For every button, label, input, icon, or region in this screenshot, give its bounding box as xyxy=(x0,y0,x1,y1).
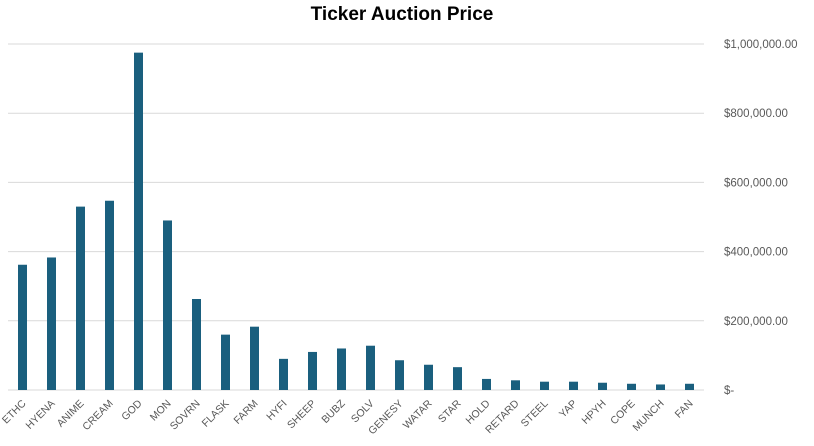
x-tick-label: CREAM xyxy=(80,398,115,433)
bar-retard xyxy=(511,380,520,390)
bar-mon xyxy=(163,220,172,390)
bar-hyfi xyxy=(279,358,288,390)
x-tick-label: BUBZ xyxy=(319,397,348,426)
chart-title: Ticker Auction Price xyxy=(310,4,494,25)
gridlines xyxy=(8,43,704,391)
y-tick-label: $1,000,000.00 xyxy=(724,39,798,51)
bar-flask xyxy=(221,334,230,390)
y-tick-label: $200,000.00 xyxy=(724,316,788,328)
y-tick-label: $- xyxy=(724,385,734,397)
bar-fan xyxy=(685,383,694,390)
bar-anime xyxy=(76,206,85,390)
bar-star xyxy=(453,367,462,390)
bar-hpyh xyxy=(598,382,607,390)
x-tick-label: MUNCH xyxy=(631,398,667,434)
x-tick-label: HYFI xyxy=(264,398,289,423)
bar-genesy xyxy=(395,360,404,390)
x-tick-label: SOVRN xyxy=(168,398,203,433)
bar-cope xyxy=(627,383,636,390)
x-tick-label: HYENA xyxy=(24,398,58,432)
bar-god xyxy=(134,52,143,391)
y-tick-label: $800,000.00 xyxy=(724,108,788,120)
x-tick-label: FARM xyxy=(232,398,261,427)
bar-yap xyxy=(569,381,578,390)
x-tick-label: SHEEP xyxy=(285,398,319,432)
bar-munch xyxy=(656,384,665,390)
x-tick-label: MON xyxy=(148,398,174,424)
bar-sovrn xyxy=(192,299,201,390)
bar-hyena xyxy=(47,257,56,390)
bar-ethc xyxy=(18,264,27,390)
x-tick-label: STAR xyxy=(436,397,464,425)
bars xyxy=(18,52,694,391)
y-tick-label: $600,000.00 xyxy=(724,177,788,189)
x-tick-label: WATAR xyxy=(401,397,435,431)
bar-watar xyxy=(424,364,433,390)
x-tick-label: YAP xyxy=(557,398,580,421)
bar-sheep xyxy=(308,351,317,390)
y-axis-tick-labels: $- $200,000.00 $400,000.00 $600,000.00 $800,… xyxy=(724,39,798,397)
bar-solv xyxy=(366,345,375,390)
bar-hold xyxy=(482,378,491,390)
bar-steel xyxy=(540,381,549,390)
x-tick-label: FAN xyxy=(673,398,696,421)
bar-farm xyxy=(250,326,259,390)
x-tick-label: STEEL xyxy=(519,398,551,430)
x-tick-label: GOD xyxy=(119,397,145,423)
x-tick-label: HPYH xyxy=(579,398,608,427)
bar-cream xyxy=(105,200,114,390)
bar-bubz xyxy=(337,348,346,390)
x-tick-label: FLASK xyxy=(200,398,232,430)
y-tick-label: $400,000.00 xyxy=(724,247,788,259)
